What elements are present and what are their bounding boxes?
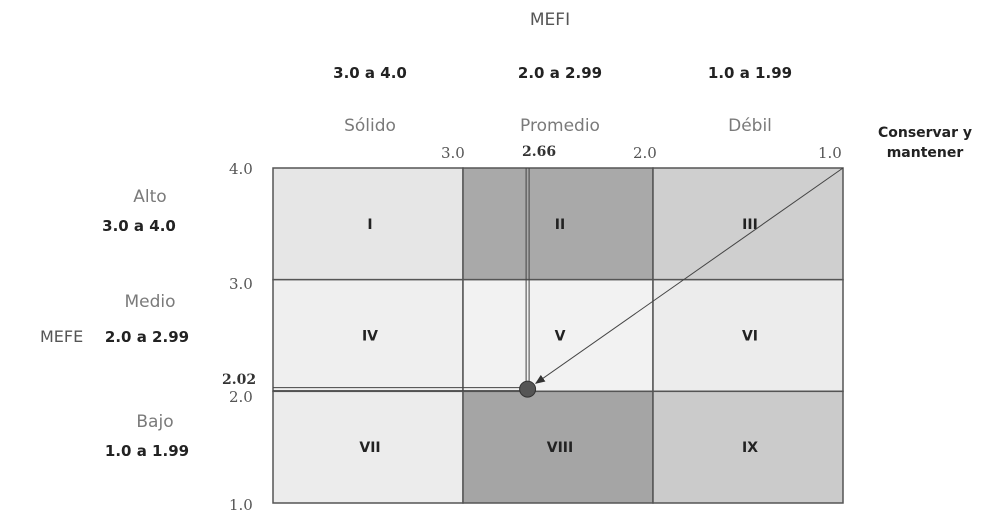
cell-vii — [272, 390, 464, 504]
x-tick-2: 2.0 — [633, 144, 657, 162]
cell-ii — [462, 167, 654, 281]
cell-i — [272, 167, 464, 281]
cell-label-vi: VI — [742, 329, 758, 345]
cell-label-ix: IX — [742, 440, 758, 456]
column-level-solido: Sólido — [344, 116, 396, 136]
mefe-value-label: 2.02 — [222, 372, 257, 388]
y-tick-3: 3.0 — [229, 275, 253, 293]
mefi-axis-title: MEFI — [529, 10, 571, 30]
row-range-bajo: 1.0 a 1.99 — [104, 442, 190, 460]
column-range-solido: 3.0 a 4.0 — [333, 64, 407, 82]
cell-label-ii: II — [555, 217, 565, 233]
x-tick-1: 1.0 — [818, 144, 842, 162]
column-range-promedio: 2.0 a 2.99 — [517, 64, 603, 82]
cell-label-iv: IV — [362, 329, 378, 345]
column-level-promedio: Promedio — [520, 116, 600, 136]
row-range-medio: 2.0 a 2.99 — [104, 328, 190, 346]
cell-vi — [652, 278, 844, 393]
column-range-debil: 1.0 a 1.99 — [707, 64, 793, 82]
cell-ix — [652, 390, 844, 504]
cell-viii — [462, 390, 654, 504]
cell-iii — [652, 167, 844, 281]
cell-label-v: V — [555, 329, 566, 345]
row-level-alto: Alto — [133, 187, 167, 207]
mefe-axis-title: MEFE — [40, 327, 84, 346]
x-tick-3: 3.0 — [441, 144, 465, 162]
y-tick-4: 4.0 — [229, 160, 253, 178]
position-point — [519, 380, 537, 398]
row-range-alto: 3.0 a 4.0 — [102, 217, 176, 235]
cell-label-iii: III — [742, 217, 758, 233]
y-tick-1: 1.0 — [229, 496, 253, 514]
cell-label-i: I — [367, 217, 372, 233]
cell-label-vii: VII — [359, 440, 380, 456]
y-tick-2: 2.0 — [229, 388, 253, 406]
cell-label-viii: VIII — [547, 440, 573, 456]
cell-v — [462, 278, 654, 393]
mefi-value-label: 2.66 — [522, 144, 557, 160]
cell-iv — [272, 278, 464, 393]
row-level-bajo: Bajo — [136, 412, 174, 432]
row-level-medio: Medio — [124, 292, 176, 312]
callout-arrow — [534, 167, 844, 384]
callout-label: Conservar y mantener — [877, 125, 973, 161]
column-level-debil: Débil — [728, 116, 772, 136]
